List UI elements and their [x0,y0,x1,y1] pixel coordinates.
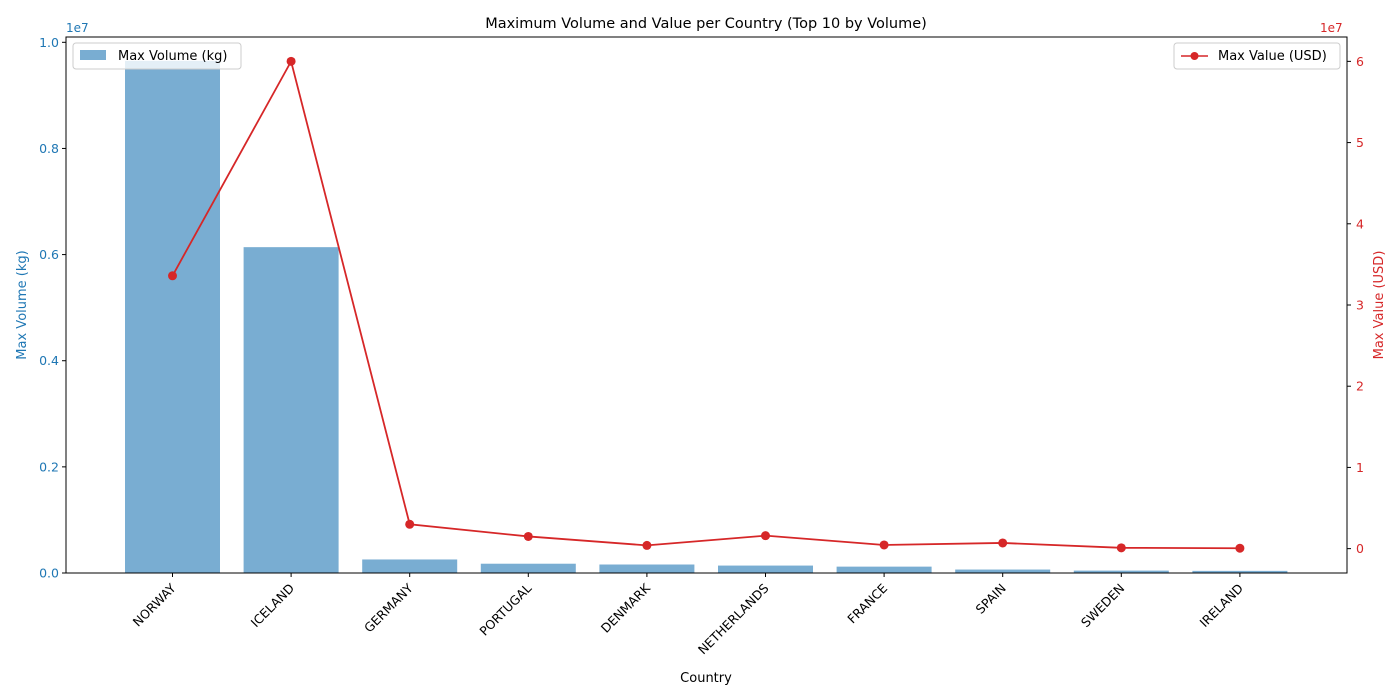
legend-line-frame [1173,42,1341,70]
value-point-sweden [1116,543,1126,553]
bar-netherlands [718,565,813,573]
legend-bar-frame [72,42,242,70]
x-tick-label-netherlands: NETHERLANDS [695,580,772,657]
x-tick-label-iceland: ICELAND [248,581,298,631]
legend-bar-swatch [80,50,106,60]
right-tick-label: 3 [1356,298,1364,313]
right-axis-multiplier: 1e7 [1320,21,1343,35]
x-tick-label-norway: NORWAY [130,580,179,629]
right-axis: 0 1 2 3 4 5 6 [1347,54,1364,556]
plot-frame [65,36,1348,574]
left-tick-label: 0.0 [39,566,59,581]
x-tick-label-spain: SPAIN [973,581,1009,617]
chart-title: Maximum Volume and Value per Country (To… [485,16,927,32]
x-tick-label-ireland: IRELAND [1196,581,1246,631]
left-tick-label: 0.4 [39,353,59,368]
x-tick-label-portugal: PORTUGAL [476,580,534,638]
left-tick-label: 0.6 [39,247,59,262]
bar-iceland [243,247,339,573]
right-tick-label: 5 [1356,135,1364,150]
x-axis-label: Country [680,671,732,686]
bar-norway [125,60,220,574]
x-tick-label-denmark: DENMARK [598,580,654,636]
line-series-group [168,56,1245,553]
right-tick-label: 6 [1356,54,1364,69]
bar-germany [362,559,458,573]
right-tick-label: 2 [1356,379,1364,394]
value-line [171,58,1240,550]
value-point-ireland [1235,543,1245,553]
bar-spain [955,569,1051,573]
left-tick-label: 0.8 [39,141,59,156]
bar-ireland [1192,570,1288,573]
value-point-france [879,540,889,550]
value-point-netherlands [761,531,770,541]
value-point-germany [405,519,415,529]
right-tick-label: 1 [1356,460,1364,475]
left-axis-multiplier: 1e7 [66,21,89,35]
left-tick-label: 0.2 [39,459,59,474]
legend-line-marker [1190,52,1199,60]
bar-portugal [480,563,576,573]
right-tick-label: 0 [1356,541,1364,556]
legend-line: Max Value (USD) [1173,42,1341,70]
x-tick-label-germany: GERMANY [361,580,416,635]
value-point-spain [998,538,1008,548]
right-axis-label: Max Value (USD) [1372,251,1387,360]
left-axis: 0.0 0.2 0.4 0.6 0.8 1.0 [39,35,66,581]
left-axis-label: Max Volume (kg) [15,250,30,359]
bar-denmark [599,564,695,573]
value-point-portugal [523,531,533,541]
value-point-norway [168,271,177,281]
right-tick-label: 4 [1356,216,1364,231]
x-tick-label-france: FRANCE [844,580,890,626]
legend-line-label: Max Value (USD) [1218,49,1327,64]
bar-sweden [1073,570,1169,573]
value-point-denmark [642,540,652,550]
bar-france [836,566,932,573]
bars-group [125,60,1288,574]
x-axis: NORWAY ICELAND GERMANY PORTUGAL DENMARK NETHE… [130,573,1246,657]
value-point-iceland [286,56,296,66]
legend-bar: Max Volume (kg) [72,42,242,70]
x-tick-label-sweden: SWEDEN [1078,581,1128,631]
legend-bar-label: Max Volume (kg) [118,49,227,64]
left-tick-label: 1.0 [39,35,59,50]
